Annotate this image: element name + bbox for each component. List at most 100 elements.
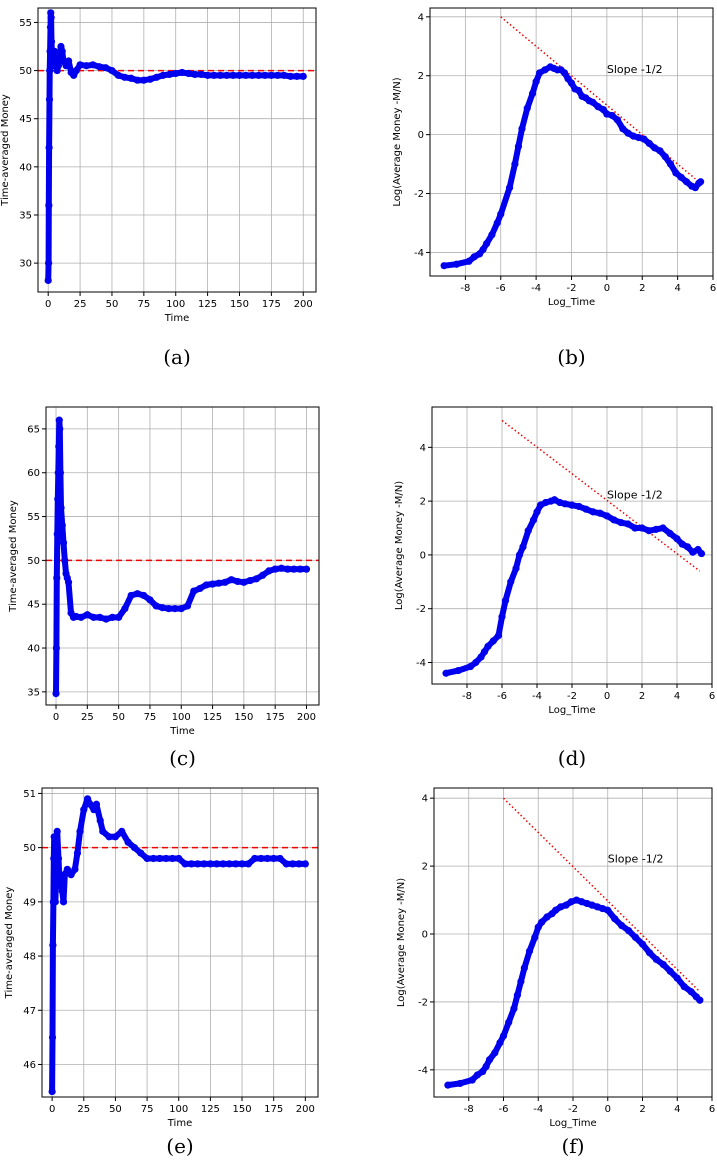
data-point bbox=[183, 602, 192, 610]
data-point bbox=[187, 860, 195, 868]
data-series bbox=[52, 416, 311, 698]
data-point bbox=[625, 927, 633, 935]
data-point bbox=[613, 116, 622, 124]
data-point bbox=[682, 178, 691, 186]
data-point bbox=[274, 71, 282, 79]
slope-annotation: Slope -1/2 bbox=[607, 63, 663, 76]
data-point bbox=[216, 71, 224, 79]
data-point bbox=[525, 947, 534, 955]
x-tick-label: -8 bbox=[462, 691, 472, 702]
x-tick-label: 4 bbox=[674, 283, 680, 294]
y-tick-label: 50 bbox=[23, 843, 36, 854]
axes-frame bbox=[45, 406, 320, 706]
data-point bbox=[86, 800, 94, 808]
data-point bbox=[538, 918, 546, 926]
y-tick-label: -2 bbox=[418, 997, 428, 1008]
x-tick-label: 25 bbox=[74, 299, 87, 310]
data-point bbox=[208, 580, 217, 588]
data-point bbox=[184, 69, 193, 78]
data-point bbox=[656, 147, 664, 155]
data-point bbox=[213, 860, 221, 868]
data-point bbox=[140, 76, 148, 84]
data-point bbox=[567, 79, 576, 87]
data-point bbox=[477, 653, 485, 661]
data-point bbox=[56, 881, 64, 890]
data-point bbox=[190, 587, 198, 595]
data-point bbox=[519, 543, 527, 551]
data-point bbox=[133, 76, 142, 84]
data-point bbox=[177, 604, 185, 613]
data-point bbox=[562, 901, 570, 909]
data-point bbox=[594, 103, 602, 111]
data-point bbox=[55, 442, 63, 451]
chart-panel: 0 25 50 75 100 125 150 175 200 30 35 40 45 50 55 Time Ti… bbox=[0, 7, 317, 369]
data-point bbox=[52, 844, 61, 852]
y-tick-label: -4 bbox=[418, 1065, 428, 1076]
data-point bbox=[51, 871, 59, 879]
data-point bbox=[498, 613, 506, 621]
slope-line bbox=[502, 797, 701, 993]
x-tick-label: -2 bbox=[567, 691, 577, 702]
data-point bbox=[442, 669, 450, 677]
data-point bbox=[505, 1018, 513, 1026]
data-point bbox=[59, 898, 68, 906]
data-point bbox=[54, 62, 63, 70]
data-point bbox=[261, 71, 269, 79]
x-tick-label: 150 bbox=[230, 299, 249, 310]
x-tick-label: 0 bbox=[53, 712, 59, 723]
data-point bbox=[83, 611, 91, 619]
data-point bbox=[515, 551, 524, 559]
data-series bbox=[44, 9, 307, 285]
data-point bbox=[165, 70, 173, 79]
data-point bbox=[223, 71, 231, 79]
x-tick-label: 125 bbox=[201, 1104, 220, 1115]
data-point bbox=[172, 69, 180, 78]
data-point bbox=[96, 613, 104, 621]
data-point bbox=[165, 604, 173, 613]
y-tick-label: 4 bbox=[418, 12, 424, 23]
data-point bbox=[114, 71, 122, 79]
data-point bbox=[529, 516, 538, 524]
data-point bbox=[666, 967, 674, 975]
data-point bbox=[624, 520, 632, 528]
data-point bbox=[631, 933, 640, 942]
data-point bbox=[83, 795, 92, 803]
data-series bbox=[444, 896, 704, 1089]
data-point bbox=[680, 983, 688, 991]
data-point bbox=[552, 906, 560, 914]
data-point bbox=[638, 524, 646, 532]
chart-panel: -8 -6 -4 -2 0 2 4 6 -4 -2 0 2 4 Log_Time Log(Average M… bbox=[392, 7, 716, 369]
data-point bbox=[672, 169, 680, 177]
data-point bbox=[232, 860, 240, 868]
data-point bbox=[683, 543, 692, 551]
data-point bbox=[697, 549, 706, 558]
data-point bbox=[589, 508, 597, 516]
data-point bbox=[265, 567, 273, 575]
data-point bbox=[652, 525, 660, 533]
data-point bbox=[465, 257, 473, 265]
data-point bbox=[45, 201, 53, 209]
data-point bbox=[296, 565, 304, 573]
y-tick-label: 30 bbox=[19, 259, 32, 270]
data-point bbox=[489, 637, 497, 645]
panel-caption: (c) bbox=[169, 746, 196, 770]
series-trace bbox=[441, 63, 704, 269]
x-tick-label: 100 bbox=[172, 712, 191, 723]
y-tick-label: 4 bbox=[420, 443, 426, 454]
x-tick-label: -8 bbox=[460, 283, 470, 294]
y-tick-label: 4 bbox=[422, 794, 428, 805]
data-point bbox=[255, 71, 263, 79]
data-point bbox=[440, 262, 448, 270]
data-point bbox=[51, 898, 59, 906]
data-point bbox=[645, 139, 653, 148]
data-point bbox=[624, 129, 632, 137]
data-point bbox=[484, 642, 492, 650]
data-point bbox=[77, 613, 85, 621]
data-point bbox=[162, 854, 170, 863]
data-point bbox=[57, 504, 65, 512]
x-tick-label: 50 bbox=[112, 712, 125, 723]
data-point bbox=[470, 253, 478, 261]
data-point bbox=[659, 524, 667, 532]
data-point bbox=[53, 530, 61, 538]
y-axis-label: Time-averaged Money bbox=[8, 500, 19, 613]
